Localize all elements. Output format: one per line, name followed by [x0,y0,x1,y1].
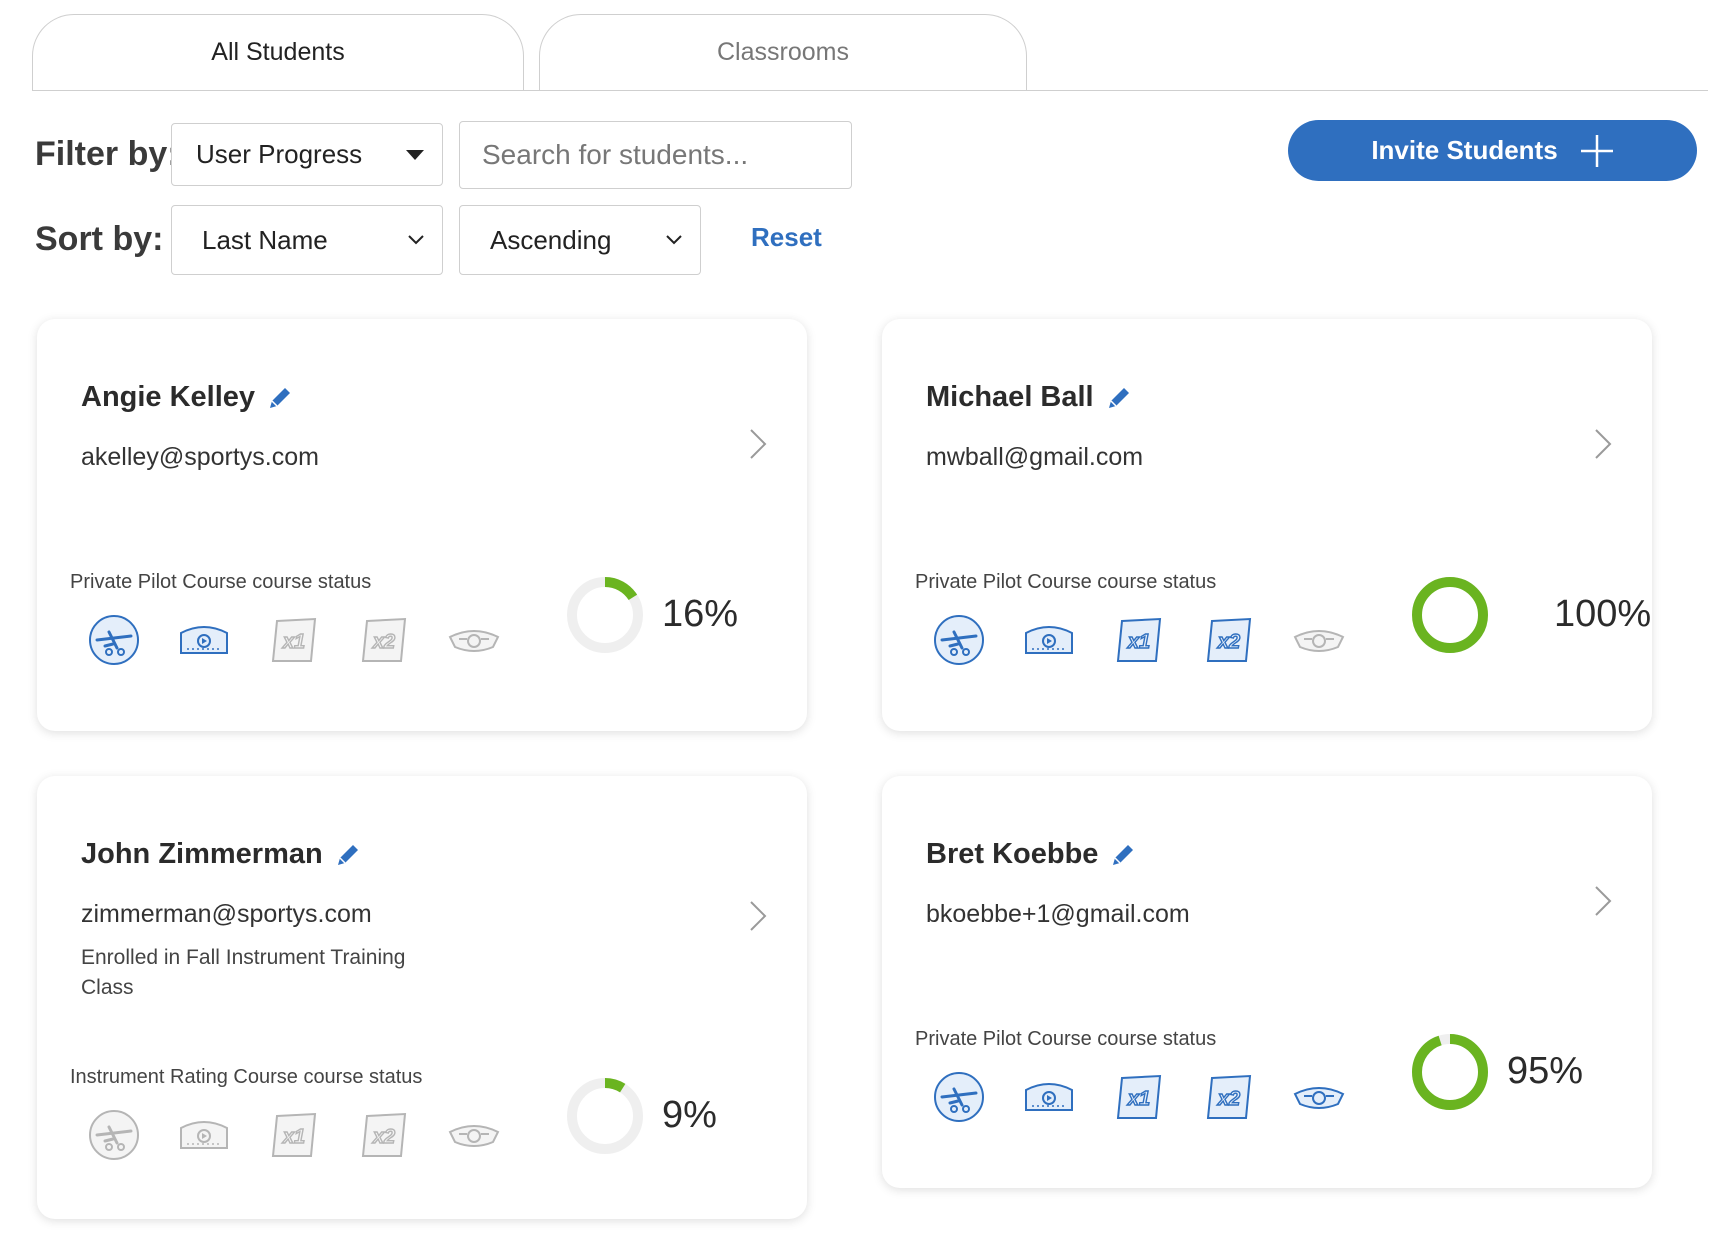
wings-badge-icon [447,613,501,667]
airplane-badge-icon [932,1070,986,1124]
student-email: akelley@sportys.com [81,443,319,471]
tab-classrooms[interactable]: Classrooms [539,14,1027,90]
chevron-right-icon[interactable] [749,429,767,459]
invite-students-button[interactable]: Invite Students [1288,120,1697,181]
video-badge-icon [177,1108,231,1162]
student-name-row: Michael Ball [926,381,1132,414]
course-status-label: Private Pilot Course course status [915,1028,1217,1050]
x1-badge-icon: x1 [267,1108,321,1162]
svg-text:x2: x2 [1217,631,1240,653]
progress-donut [1410,575,1490,660]
student-name-row: Bret Koebbe [926,838,1136,871]
sort-label: Sort by: [35,220,164,258]
sort-order-value: Ascending [490,224,612,255]
x2-badge-icon: x2 [1202,1070,1256,1124]
student-card[interactable]: Michael Ball mwball@gmail.com Private Pi… [882,319,1652,731]
chevron-right-icon[interactable] [749,901,767,931]
x1-badge-icon: x1 [1112,1070,1166,1124]
sort-order-select[interactable]: Ascending [459,205,701,275]
student-card[interactable]: Bret Koebbe bkoebbe+1@gmail.com Private … [882,776,1652,1188]
student-email: bkoebbe+1@gmail.com [926,900,1190,928]
student-email: mwball@gmail.com [926,443,1144,471]
chevron-right-icon[interactable] [1594,886,1612,916]
filter-select-value: User Progress [196,139,363,169]
progress-donut [1410,1032,1490,1117]
progress-percent: 100% [1554,593,1652,635]
progress-percent: 9% [662,1094,717,1136]
student-card[interactable]: John Zimmerman zimmerman@sportys.com Enr… [37,776,807,1219]
svg-text:x1: x1 [282,1126,305,1148]
svg-text:x2: x2 [372,1126,395,1148]
student-name: Bret Koebbe [926,838,1099,870]
video-badge-icon [1022,1070,1076,1124]
student-name-row: John Zimmerman [81,838,361,871]
badge-row: x1 x2 [87,1108,501,1162]
x1-badge-icon: x1 [267,613,321,667]
tab-all-students[interactable]: All Students [32,14,524,90]
sort-field-value: Last Name [202,224,328,255]
enrollment-note: Enrolled in Fall Instrument Training Cla… [81,946,406,999]
video-badge-icon [1022,613,1076,667]
student-name: Angie Kelley [81,381,256,413]
badge-row: x1 x2 [87,613,501,667]
chevron-down-icon [408,235,424,245]
course-status-label: Private Pilot Course course status [915,571,1217,593]
badge-row: x1 x2 [932,613,1346,667]
svg-text:x1: x1 [1127,1088,1150,1110]
caret-down-icon [406,149,424,160]
course-status-label: Private Pilot Course course status [70,571,372,593]
progress-percent: 16% [662,593,739,635]
progress-donut [565,1076,645,1161]
chevron-down-icon [666,235,682,245]
tab-bar: All Students Classrooms [32,14,1708,91]
x1-badge-icon: x1 [1112,613,1166,667]
student-email: zimmerman@sportys.com [81,900,372,928]
invite-students-label: Invite Students [1371,135,1558,165]
wings-badge-icon [1292,1070,1346,1124]
airplane-badge-icon [87,613,141,667]
plus-icon [1580,134,1613,167]
svg-text:x2: x2 [1217,1088,1240,1110]
svg-text:x2: x2 [372,631,395,653]
badge-row: x1 x2 [932,1070,1346,1124]
wings-badge-icon [447,1108,501,1162]
edit-pencil-icon[interactable] [1106,385,1132,411]
filter-label: Filter by: [35,135,179,173]
edit-pencil-icon[interactable] [1110,842,1136,868]
x2-badge-icon: x2 [357,613,411,667]
airplane-badge-icon [87,1108,141,1162]
student-name-row: Angie Kelley [81,381,293,414]
reset-link[interactable]: Reset [751,222,822,252]
student-name: Michael Ball [926,381,1094,413]
student-name: John Zimmerman [81,838,323,870]
student-card[interactable]: Angie Kelley akelley@sportys.com Private… [37,319,807,731]
edit-pencil-icon[interactable] [335,842,361,868]
airplane-badge-icon [932,613,986,667]
course-status-label: Instrument Rating Course course status [70,1066,423,1088]
wings-badge-icon [1292,613,1346,667]
x2-badge-icon: x2 [1202,613,1256,667]
svg-text:x1: x1 [1127,631,1150,653]
progress-percent: 95% [1507,1050,1584,1092]
edit-pencil-icon[interactable] [267,385,293,411]
progress-donut [565,575,645,660]
search-input[interactable] [459,121,852,189]
video-badge-icon [177,613,231,667]
chevron-right-icon[interactable] [1594,429,1612,459]
svg-text:x1: x1 [282,631,305,653]
sort-field-select[interactable]: Last Name [171,205,443,275]
filter-select[interactable]: User Progress [171,123,443,186]
x2-badge-icon: x2 [357,1108,411,1162]
